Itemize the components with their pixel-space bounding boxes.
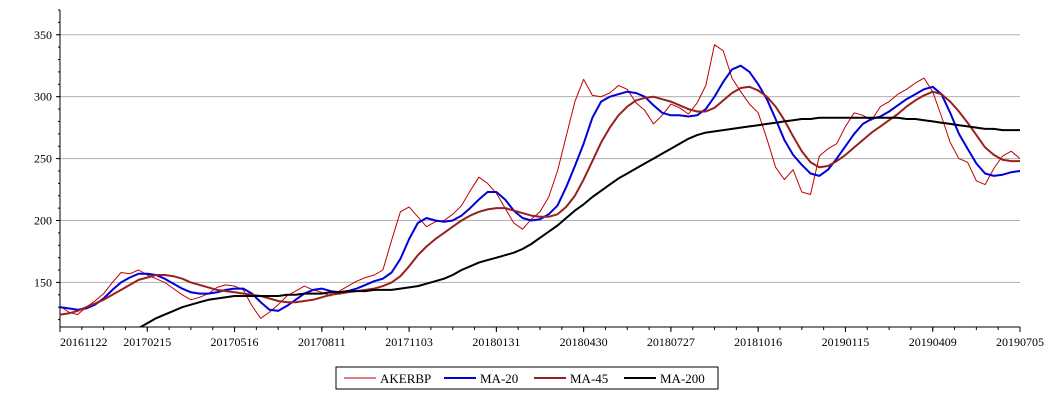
series-line-ma-200 [138, 116, 1020, 327]
legend-label: AKERBP [380, 371, 431, 386]
x-tick-label: 20170811 [298, 335, 346, 349]
y-tick-label: 350 [34, 28, 52, 42]
series-lines [60, 44, 1020, 327]
series-line-ma-20 [60, 64, 1020, 312]
x-tick-label: 20190115 [822, 335, 870, 349]
legend-box [335, 366, 719, 390]
y-tick-labels: 150 200 250 300 350 [34, 28, 52, 290]
x-tick-label: 20181016 [734, 335, 782, 349]
legend-label: MA-45 [570, 371, 608, 386]
y-tick-label: 300 [34, 90, 52, 104]
x-tick-label: 20180131 [472, 335, 520, 349]
series-line-akerbp [60, 44, 1020, 319]
x-tick-label: 20161122 [60, 335, 108, 349]
x-tick-label: 20171103 [385, 335, 433, 349]
legend: AKERBP MA-20 MA-45 MA-200 [335, 366, 719, 390]
series-line-ma-45 [60, 85, 1020, 316]
x-tick-label: 20170516 [211, 335, 259, 349]
x-tick-label: 20180430 [560, 335, 608, 349]
y-tick-label: 250 [34, 152, 52, 166]
legend-label: MA-200 [660, 371, 705, 386]
legend-label: MA-20 [480, 371, 518, 386]
x-tick-labels: 20161122 20170215 20170516 20170811 20171103… [60, 335, 1044, 349]
y-tick-label: 150 [34, 275, 52, 289]
gridlines [60, 34, 1020, 283]
y-tick-label: 200 [34, 214, 52, 228]
x-tick-label: 20190705 [996, 335, 1044, 349]
x-tick-label: 20190409 [909, 335, 957, 349]
axes [56, 9, 1021, 332]
x-tick-label: 20170215 [123, 335, 171, 349]
x-tick-label: 20180727 [647, 335, 695, 349]
